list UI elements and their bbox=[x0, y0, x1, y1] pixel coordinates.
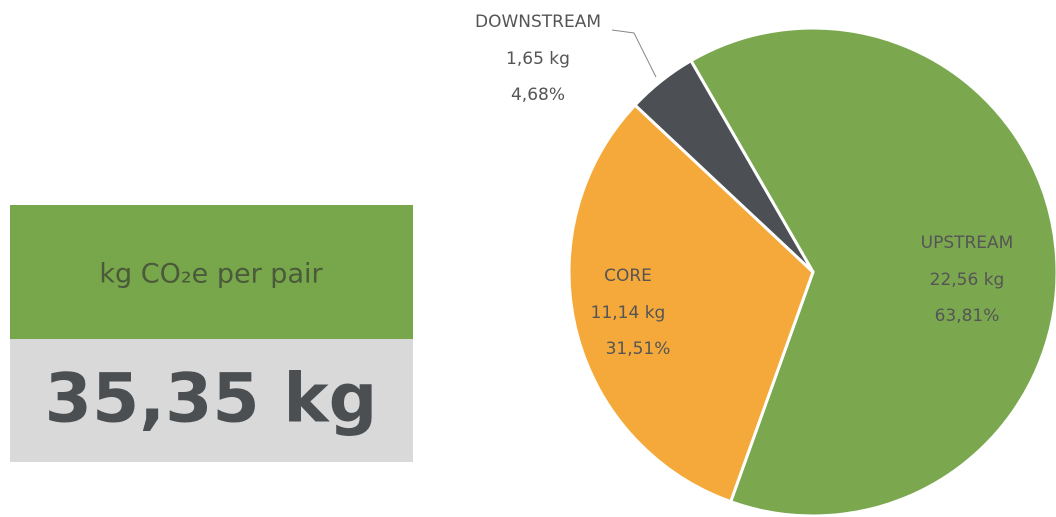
total-panel bbox=[10, 339, 413, 462]
slice-name: UPSTREAM bbox=[921, 233, 1014, 253]
pie-slice bbox=[567, 102, 815, 504]
slice-percent: 31,51% bbox=[606, 339, 671, 359]
unit-label: kg CO₂e per pair bbox=[99, 259, 323, 290]
pie-slice bbox=[632, 58, 815, 274]
slice-kg: 1,65 kg bbox=[506, 49, 570, 69]
slice-percent: 4,68% bbox=[511, 85, 565, 105]
total: 35,35 kg bbox=[45, 360, 378, 439]
leader-line bbox=[611, 29, 657, 78]
unit-panel bbox=[10, 205, 413, 339]
slice-name: DOWNSTREAM bbox=[475, 12, 601, 32]
pie-slice bbox=[688, 26, 1056, 517]
slice-percent: 63,81% bbox=[935, 306, 1000, 326]
slice-name: CORE bbox=[604, 266, 652, 286]
slice-kg: 22,56 kg bbox=[930, 270, 1005, 290]
slice-kg: 11,14 kg bbox=[591, 303, 666, 323]
